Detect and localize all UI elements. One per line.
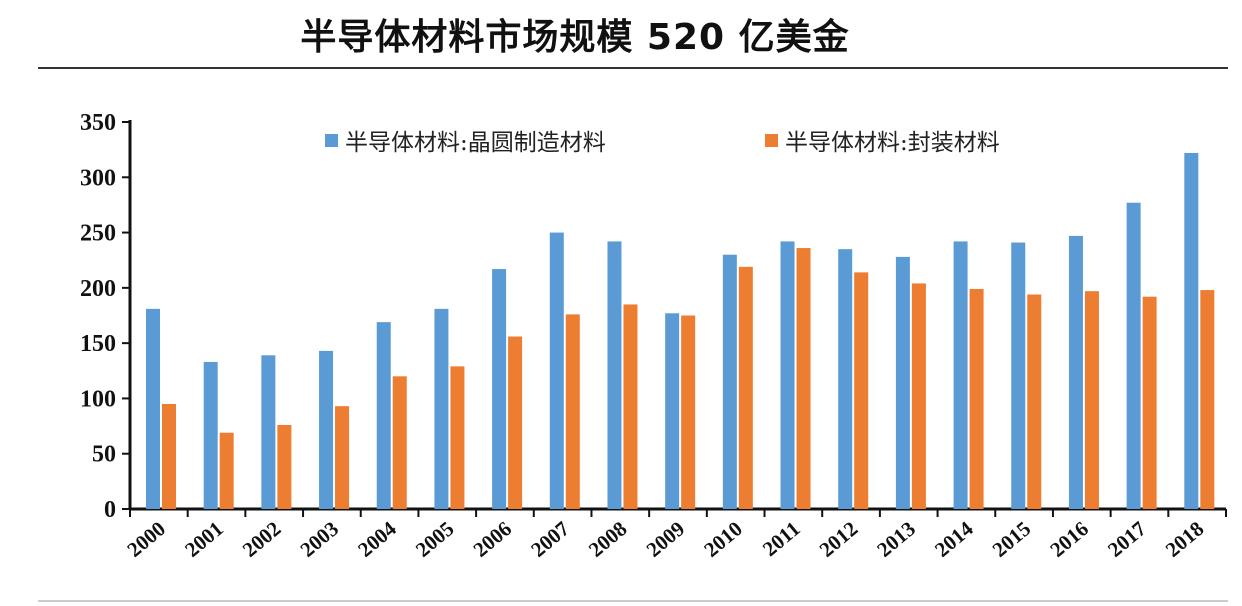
bar-packaging	[681, 315, 696, 509]
bar-wafer	[203, 361, 218, 509]
bar-wafer	[549, 232, 564, 510]
x-tick-label: 2006	[469, 516, 517, 561]
x-tick-label: 2012	[815, 516, 863, 561]
x-tick-label: 2015	[988, 516, 1036, 561]
bar-packaging	[796, 248, 811, 509]
legend-label: 半导体材料:晶圆制造材料	[345, 130, 606, 156]
bar-packaging	[1142, 296, 1157, 509]
y-tick-label: 350	[80, 110, 116, 136]
bar-packaging	[969, 288, 984, 509]
x-tick-label: 2009	[642, 516, 690, 561]
bar-packaging	[623, 304, 638, 509]
x-tick-label: 2004	[353, 516, 401, 562]
bar-packaging	[1200, 290, 1215, 509]
x-tick-label: 2014	[930, 516, 978, 562]
x-tick-label: 2000	[122, 516, 170, 561]
y-tick-label: 100	[80, 386, 116, 412]
y-tick-label: 150	[80, 331, 116, 357]
bar-wafer	[492, 269, 507, 509]
bar-wafer	[895, 256, 910, 509]
y-tick-label: 50	[92, 442, 116, 468]
y-tick-label: 300	[80, 165, 116, 191]
y-tick-label: 200	[80, 276, 116, 302]
bottom-divider	[38, 600, 1228, 602]
title-divider	[38, 67, 1228, 69]
bar-packaging	[911, 283, 926, 509]
x-tick-label: 2017	[1103, 516, 1151, 561]
y-tick-label: 0	[104, 497, 116, 523]
legend-label: 半导体材料:封装材料	[785, 130, 1000, 156]
x-tick-label: 2002	[238, 516, 286, 561]
bar-wafer	[1068, 235, 1083, 510]
bar-packaging	[219, 432, 234, 509]
bar-packaging	[450, 366, 465, 509]
page-title: 半导体材料市场规模 520 亿美金	[300, 17, 850, 58]
bar-packaging	[392, 376, 407, 509]
bar-wafer	[376, 322, 391, 509]
x-tick-label: 2011	[758, 516, 805, 561]
legend-swatch	[765, 134, 778, 147]
x-tick-label: 2013	[872, 516, 920, 561]
bar-packaging	[162, 403, 176, 509]
bar-wafer	[665, 313, 680, 509]
x-tick-label: 2005	[411, 516, 459, 561]
bar-wafer	[780, 241, 795, 509]
bar-wafer	[146, 308, 160, 509]
bar-packaging	[1027, 294, 1042, 509]
y-tick-label: 250	[80, 221, 116, 247]
bar-packaging	[565, 314, 580, 509]
bar-wafer	[1011, 242, 1026, 509]
bar-packaging	[508, 336, 523, 509]
bar-wafer	[319, 350, 334, 509]
bar-packaging	[1084, 291, 1099, 509]
bar-packaging	[738, 266, 753, 509]
bar-wafer	[1184, 152, 1199, 509]
bar-packaging	[854, 272, 869, 509]
bar-wafer	[434, 308, 449, 509]
x-tick-label: 2003	[296, 516, 344, 561]
bar-wafer	[261, 355, 276, 509]
bar-wafer	[607, 241, 622, 509]
bar-packaging	[277, 424, 292, 509]
x-tick-label: 2007	[526, 516, 574, 561]
bar-packaging	[335, 406, 350, 509]
x-tick-label: 2008	[584, 516, 632, 561]
x-tick-label: 2010	[699, 516, 747, 561]
bar-wafer	[953, 241, 968, 509]
x-tick-label: 2001	[180, 516, 228, 561]
legend-swatch	[325, 134, 338, 147]
x-tick-label: 2016	[1045, 516, 1093, 561]
bar-wafer	[1126, 202, 1141, 509]
bar-wafer	[722, 254, 737, 509]
bar-wafer	[838, 249, 853, 509]
x-tick-label: 2018	[1161, 516, 1209, 561]
